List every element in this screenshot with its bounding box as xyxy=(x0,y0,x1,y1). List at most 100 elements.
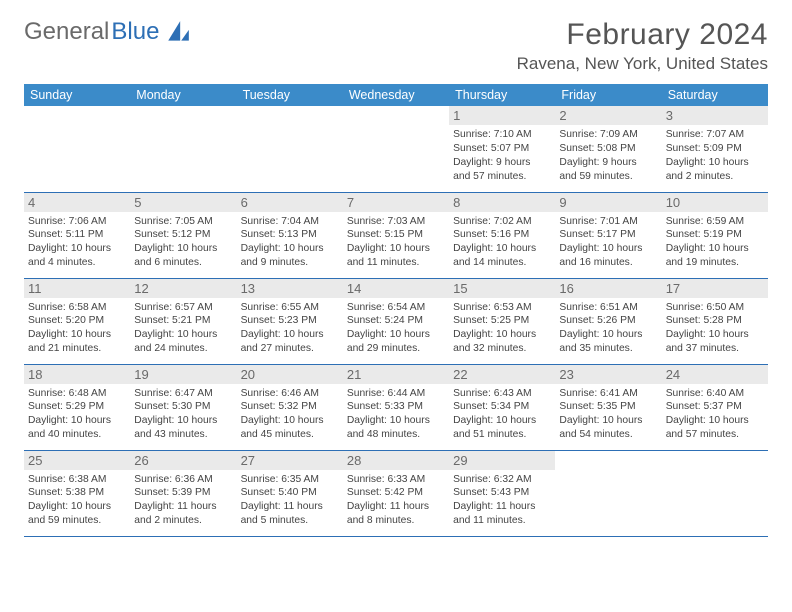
day-number: 18 xyxy=(24,365,130,384)
day-info: Sunrise: 6:53 AMSunset: 5:25 PMDaylight:… xyxy=(453,301,551,357)
day-number: 9 xyxy=(555,193,661,212)
logo: GeneralBlue xyxy=(24,18,191,46)
day-number: 8 xyxy=(449,193,555,212)
dow-saturday: Saturday xyxy=(662,84,768,106)
day-info: Sunrise: 6:41 AMSunset: 5:35 PMDaylight:… xyxy=(559,387,657,443)
day-number: 23 xyxy=(555,365,661,384)
day-info: Sunrise: 7:01 AMSunset: 5:17 PMDaylight:… xyxy=(559,215,657,271)
day-cell: 16 Sunrise: 6:51 AMSunset: 5:26 PMDayligh… xyxy=(555,278,661,364)
day-cell: 29 Sunrise: 6:32 AMSunset: 5:43 PMDayligh… xyxy=(449,450,555,536)
header: GeneralBlue February 2024 Ravena, New Yo… xyxy=(24,18,768,74)
day-info: Sunrise: 6:38 AMSunset: 5:38 PMDaylight:… xyxy=(28,473,126,529)
day-number: 5 xyxy=(130,193,236,212)
week-row: 25 Sunrise: 6:38 AMSunset: 5:38 PMDayligh… xyxy=(24,450,768,536)
dow-sunday: Sunday xyxy=(24,84,130,106)
day-number: 27 xyxy=(237,451,343,470)
day-info: Sunrise: 7:10 AMSunset: 5:07 PMDaylight:… xyxy=(453,128,551,184)
dow-wednesday: Wednesday xyxy=(343,84,449,106)
day-info: Sunrise: 6:51 AMSunset: 5:26 PMDaylight:… xyxy=(559,301,657,357)
day-info: Sunrise: 7:03 AMSunset: 5:15 PMDaylight:… xyxy=(347,215,445,271)
day-cell: 20 Sunrise: 6:46 AMSunset: 5:32 PMDayligh… xyxy=(237,364,343,450)
day-info: Sunrise: 7:02 AMSunset: 5:16 PMDaylight:… xyxy=(453,215,551,271)
day-info: Sunrise: 6:50 AMSunset: 5:28 PMDaylight:… xyxy=(666,301,764,357)
day-info: Sunrise: 6:47 AMSunset: 5:30 PMDaylight:… xyxy=(134,387,232,443)
day-cell: 17 Sunrise: 6:50 AMSunset: 5:28 PMDayligh… xyxy=(662,278,768,364)
day-info: Sunrise: 6:54 AMSunset: 5:24 PMDaylight:… xyxy=(347,301,445,357)
day-number: 25 xyxy=(24,451,130,470)
day-number: 29 xyxy=(449,451,555,470)
day-info: Sunrise: 7:04 AMSunset: 5:13 PMDaylight:… xyxy=(241,215,339,271)
week-row: 4 Sunrise: 7:06 AMSunset: 5:11 PMDaylight… xyxy=(24,192,768,278)
day-cell: 8 Sunrise: 7:02 AMSunset: 5:16 PMDaylight… xyxy=(449,192,555,278)
day-cell: 27 Sunrise: 6:35 AMSunset: 5:40 PMDayligh… xyxy=(237,450,343,536)
day-cell: 21Sunrise: 6:44 AMSunset: 5:33 PMDayligh… xyxy=(343,364,449,450)
day-info: Sunrise: 6:44 AMSunset: 5:33 PMDaylight:… xyxy=(347,387,445,443)
day-cell: 10 Sunrise: 6:59 AMSunset: 5:19 PMDayligh… xyxy=(662,192,768,278)
day-number: 17 xyxy=(662,279,768,298)
day-number: 10 xyxy=(662,193,768,212)
week-row: 11 Sunrise: 6:58 AMSunset: 5:20 PMDayligh… xyxy=(24,278,768,364)
day-info: Sunrise: 7:07 AMSunset: 5:09 PMDaylight:… xyxy=(666,128,764,184)
day-info: Sunrise: 6:46 AMSunset: 5:32 PMDaylight:… xyxy=(241,387,339,443)
day-info: Sunrise: 6:33 AMSunset: 5:42 PMDaylight:… xyxy=(347,473,445,529)
day-cell: . xyxy=(237,106,343,192)
day-cell: . xyxy=(24,106,130,192)
day-cell: 5 Sunrise: 7:05 AMSunset: 5:12 PMDaylight… xyxy=(130,192,236,278)
day-info: Sunrise: 7:05 AMSunset: 5:12 PMDaylight:… xyxy=(134,215,232,271)
day-cell: 25 Sunrise: 6:38 AMSunset: 5:38 PMDayligh… xyxy=(24,450,130,536)
dow-thursday: Thursday xyxy=(449,84,555,106)
day-cell: 7 Sunrise: 7:03 AMSunset: 5:15 PMDaylight… xyxy=(343,192,449,278)
day-cell: 12Sunrise: 6:57 AMSunset: 5:21 PMDayligh… xyxy=(130,278,236,364)
calendar-table: SundayMondayTuesdayWednesdayThursdayFrid… xyxy=(24,84,768,537)
day-info: Sunrise: 6:57 AMSunset: 5:21 PMDaylight:… xyxy=(134,301,232,357)
logo-text-general: General xyxy=(24,18,109,46)
day-number: 20 xyxy=(237,365,343,384)
day-info: Sunrise: 7:06 AMSunset: 5:11 PMDaylight:… xyxy=(28,215,126,271)
day-cell: 19 Sunrise: 6:47 AMSunset: 5:30 PMDayligh… xyxy=(130,364,236,450)
day-cell: 26 Sunrise: 6:36 AMSunset: 5:39 PMDayligh… xyxy=(130,450,236,536)
day-cell: 15 Sunrise: 6:53 AMSunset: 5:25 PMDayligh… xyxy=(449,278,555,364)
day-cell: 22Sunrise: 6:43 AMSunset: 5:34 PMDayligh… xyxy=(449,364,555,450)
day-cell: . xyxy=(130,106,236,192)
day-info: Sunrise: 7:09 AMSunset: 5:08 PMDaylight:… xyxy=(559,128,657,184)
day-cell: 3Sunrise: 7:07 AMSunset: 5:09 PMDaylight… xyxy=(662,106,768,192)
day-number: 7 xyxy=(343,193,449,212)
dow-monday: Monday xyxy=(130,84,236,106)
day-number: 2 xyxy=(555,106,661,125)
day-cell: 13Sunrise: 6:55 AMSunset: 5:23 PMDayligh… xyxy=(237,278,343,364)
day-number: 28 xyxy=(343,451,449,470)
day-number: 1 xyxy=(449,106,555,125)
dow-tuesday: Tuesday xyxy=(237,84,343,106)
day-info: Sunrise: 6:35 AMSunset: 5:40 PMDaylight:… xyxy=(241,473,339,529)
day-number: 6 xyxy=(237,193,343,212)
day-number: 4 xyxy=(24,193,130,212)
day-number: 14 xyxy=(343,279,449,298)
day-info: Sunrise: 6:32 AMSunset: 5:43 PMDaylight:… xyxy=(453,473,551,529)
day-info: Sunrise: 6:40 AMSunset: 5:37 PMDaylight:… xyxy=(666,387,764,443)
day-cell: 9 Sunrise: 7:01 AMSunset: 5:17 PMDaylight… xyxy=(555,192,661,278)
day-number: 22 xyxy=(449,365,555,384)
day-number: 13 xyxy=(237,279,343,298)
month-title: February 2024 xyxy=(517,18,768,52)
day-cell: 1 Sunrise: 7:10 AMSunset: 5:07 PMDaylight… xyxy=(449,106,555,192)
day-info: Sunrise: 6:59 AMSunset: 5:19 PMDaylight:… xyxy=(666,215,764,271)
day-cell: 4 Sunrise: 7:06 AMSunset: 5:11 PMDaylight… xyxy=(24,192,130,278)
day-number: 19 xyxy=(130,365,236,384)
day-cell: 11 Sunrise: 6:58 AMSunset: 5:20 PMDayligh… xyxy=(24,278,130,364)
day-number: 24 xyxy=(662,365,768,384)
day-number: 15 xyxy=(449,279,555,298)
day-number: 26 xyxy=(130,451,236,470)
day-cell: 18 Sunrise: 6:48 AMSunset: 5:29 PMDayligh… xyxy=(24,364,130,450)
day-number: 16 xyxy=(555,279,661,298)
day-cell: . xyxy=(343,106,449,192)
dow-friday: Friday xyxy=(555,84,661,106)
day-cell: 6 Sunrise: 7:04 AMSunset: 5:13 PMDaylight… xyxy=(237,192,343,278)
day-info: Sunrise: 6:36 AMSunset: 5:39 PMDaylight:… xyxy=(134,473,232,529)
day-cell: . xyxy=(555,450,661,536)
logo-text-blue: Blue xyxy=(111,18,159,46)
week-row: ....1Sunrise: 7:10 AMSunset: 5:07 PMDayl… xyxy=(24,106,768,192)
day-info: Sunrise: 6:48 AMSunset: 5:29 PMDaylight:… xyxy=(28,387,126,443)
day-info: Sunrise: 6:58 AMSunset: 5:20 PMDaylight:… xyxy=(28,301,126,357)
day-cell: 14 Sunrise: 6:54 AMSunset: 5:24 PMDayligh… xyxy=(343,278,449,364)
day-number: 11 xyxy=(24,279,130,298)
